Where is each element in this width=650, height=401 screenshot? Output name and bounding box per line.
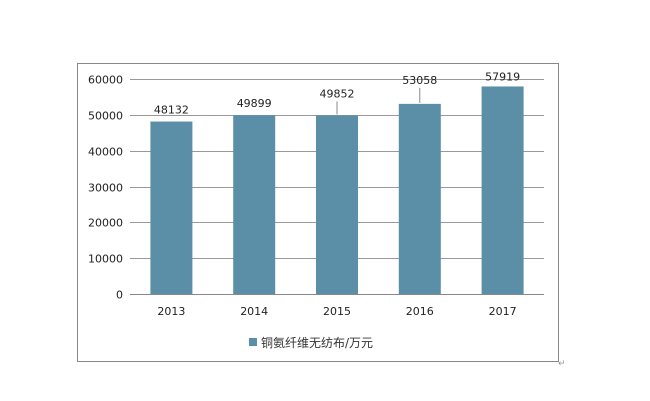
bar-2017 xyxy=(481,86,524,295)
y-tick-label: 0 xyxy=(116,289,123,302)
data-label: 48132 xyxy=(154,104,189,117)
bar-2015 xyxy=(316,115,358,294)
y-tick-label: 30000 xyxy=(88,182,123,195)
data-label: 53058 xyxy=(402,74,437,87)
data-label: 49899 xyxy=(237,97,272,110)
x-tick-label: 2014 xyxy=(240,305,268,318)
bar-2016 xyxy=(398,103,441,294)
data-label: 57919 xyxy=(485,70,520,83)
x-tick-label: 2016 xyxy=(406,305,434,318)
paragraph-mark: ↵ xyxy=(558,359,566,369)
x-tick-label: 2013 xyxy=(157,305,185,318)
x-tick-label: 2017 xyxy=(489,305,517,318)
y-tick-label: 60000 xyxy=(88,74,123,87)
legend-swatch xyxy=(249,338,257,346)
legend: 铜氨纤维无纺布/万元 xyxy=(249,335,373,350)
bar-2014 xyxy=(233,115,276,294)
bar-2013 xyxy=(150,121,193,294)
y-tick-label: 20000 xyxy=(88,217,123,230)
x-tick-label: 2015 xyxy=(323,305,351,318)
y-tick-label: 10000 xyxy=(88,253,123,266)
legend-label: 铜氨纤维无纺布/万元 xyxy=(261,335,373,350)
data-label: 49852 xyxy=(320,87,355,100)
y-tick-label: 40000 xyxy=(88,146,123,159)
y-tick-label: 50000 xyxy=(88,110,123,123)
